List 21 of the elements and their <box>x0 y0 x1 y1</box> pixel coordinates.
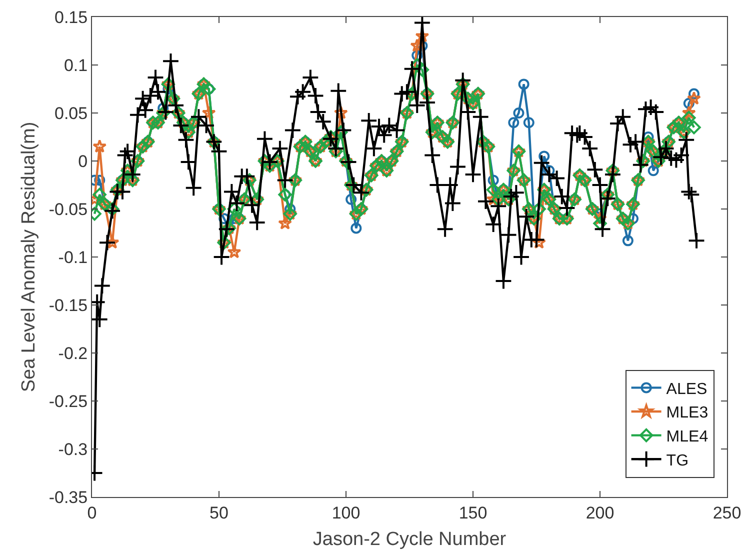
y-tick-label: 0 <box>78 152 88 171</box>
y-tick-label: -0.1 <box>58 248 88 267</box>
x-tick-label: 200 <box>586 503 614 522</box>
legend-label: ALES <box>666 380 708 398</box>
y-tick-label: -0.3 <box>58 440 88 459</box>
x-axis-title: Jason-2 Cycle Number <box>312 529 507 550</box>
y-tick-label: 0.1 <box>64 56 88 75</box>
y-axis-title: Sea Level Anomaly Residual(m) <box>18 122 40 392</box>
x-tick-label: 50 <box>210 503 228 522</box>
x-tick-label: 250 <box>712 503 742 522</box>
x-tick-label: 100 <box>332 503 360 522</box>
y-tick-label: -0.15 <box>48 296 88 315</box>
legend-label: TG <box>666 452 689 470</box>
y-tick-label: -0.05 <box>48 200 88 219</box>
legend-label: MLE4 <box>666 428 708 446</box>
y-tick-label: 0.05 <box>54 104 88 123</box>
y-tick-label: -0.2 <box>58 344 88 363</box>
y-tick-label: -0.35 <box>48 488 88 507</box>
x-tick-label: 150 <box>458 503 488 522</box>
y-tick-label: 0.15 <box>54 8 88 27</box>
y-tick-label: -0.25 <box>48 392 88 411</box>
